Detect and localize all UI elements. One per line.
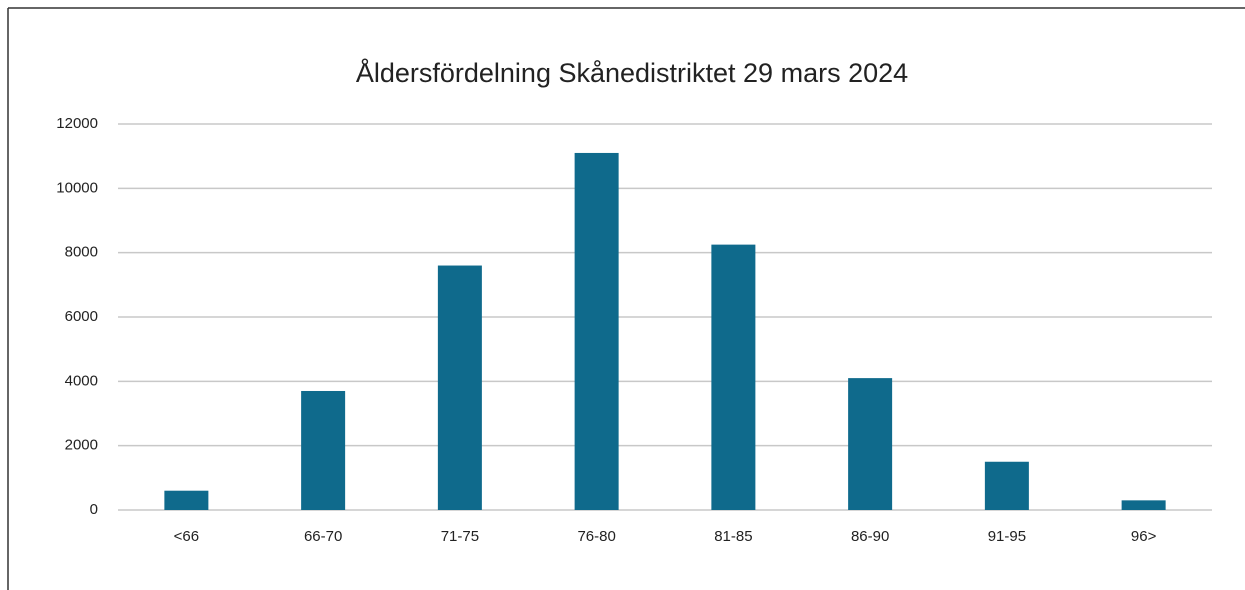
bar (711, 244, 756, 510)
bar (1121, 500, 1166, 510)
x-tick-label: <66 (174, 528, 199, 545)
x-tick-label: 86-90 (851, 528, 889, 545)
bar (848, 378, 893, 510)
x-tick-label: 96> (1131, 528, 1157, 545)
bar (574, 152, 619, 510)
y-tick-label: 8000 (65, 244, 98, 261)
bar (164, 490, 209, 510)
y-tick-label: 2000 (65, 437, 98, 454)
bar (301, 390, 346, 510)
y-tick-label: 12000 (56, 115, 98, 132)
x-tick-label: 76-80 (577, 528, 615, 545)
bar (984, 461, 1029, 510)
y-tick-label: 10000 (56, 179, 98, 196)
x-tick-label: 91-95 (988, 528, 1026, 545)
y-tick-label: 4000 (65, 372, 98, 389)
x-tick-label: 81-85 (714, 528, 752, 545)
y-tick-label: 0 (90, 501, 98, 518)
x-tick-label: 71-75 (441, 528, 479, 545)
x-tick-label: 66-70 (304, 528, 342, 545)
bar (437, 265, 482, 510)
chart-title: Åldersfördelning Skånedistriktet 29 mars… (356, 57, 908, 88)
y-tick-label: 6000 (65, 308, 98, 325)
